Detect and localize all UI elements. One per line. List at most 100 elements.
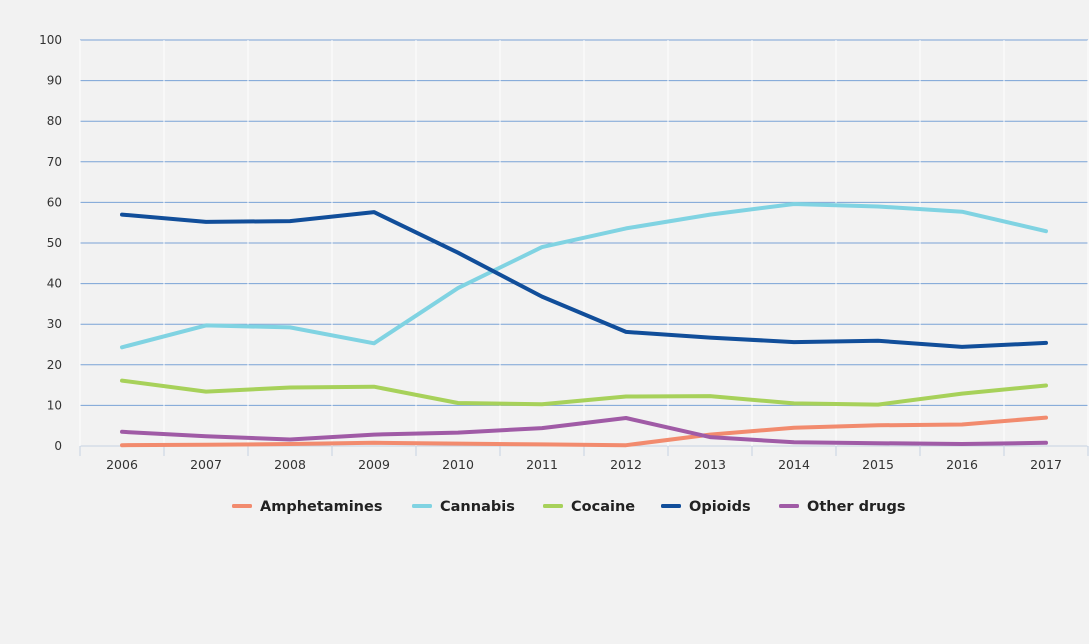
series-lines: [120, 202, 1049, 448]
data-point[interactable]: [1044, 340, 1049, 345]
data-point[interactable]: [708, 212, 713, 217]
x-tick-label: 2008: [274, 457, 306, 472]
series-line-cannabis[interactable]: [120, 202, 1048, 350]
series-line-cocaine[interactable]: [120, 378, 1048, 407]
data-point[interactable]: [792, 440, 797, 445]
legend-item-other-drugs[interactable]: Other drugs: [779, 499, 905, 515]
legend-item-opioids[interactable]: Opioids: [661, 499, 751, 515]
data-point[interactable]: [624, 226, 629, 231]
data-point[interactable]: [624, 329, 629, 334]
data-point[interactable]: [624, 394, 629, 399]
data-point[interactable]: [120, 443, 125, 448]
data-point[interactable]: [288, 385, 293, 390]
data-point[interactable]: [960, 391, 965, 396]
data-point[interactable]: [456, 250, 461, 255]
data-point[interactable]: [792, 401, 797, 406]
legend-swatch: [661, 504, 681, 508]
data-point[interactable]: [960, 441, 965, 446]
legend-label: Amphetamines: [260, 499, 382, 515]
data-point[interactable]: [540, 442, 545, 447]
legend-swatch: [412, 504, 432, 508]
y-tick-label: 10: [47, 398, 62, 412]
data-point[interactable]: [624, 415, 629, 420]
data-point[interactable]: [792, 340, 797, 345]
data-point[interactable]: [204, 442, 209, 447]
data-point[interactable]: [792, 202, 797, 207]
data-point[interactable]: [372, 384, 377, 389]
x-axis: 2006 2007 2008 2009 2010 2011 2012 2013 2014 2015…: [79, 446, 1089, 472]
data-point[interactable]: [624, 443, 629, 448]
legend-label: Opioids: [689, 499, 751, 515]
series-line-opioids[interactable]: [120, 210, 1048, 349]
data-point[interactable]: [960, 209, 965, 214]
data-point[interactable]: [204, 219, 209, 224]
data-point[interactable]: [204, 389, 209, 394]
y-tick-label: 30: [47, 317, 62, 331]
x-tick-label: 2012: [610, 457, 642, 472]
data-point[interactable]: [456, 441, 461, 446]
data-point[interactable]: [540, 426, 545, 431]
legend-label: Other drugs: [807, 499, 905, 515]
x-tick-label: 2015: [862, 457, 894, 472]
data-point[interactable]: [540, 294, 545, 299]
data-point[interactable]: [372, 432, 377, 437]
legend-item-amphetamines[interactable]: Amphetamines: [232, 499, 382, 515]
series-line-amphetamines[interactable]: [120, 415, 1048, 448]
legend-item-cannabis[interactable]: Cannabis: [412, 499, 515, 515]
data-point[interactable]: [876, 402, 881, 407]
data-point[interactable]: [372, 440, 377, 445]
data-point[interactable]: [372, 341, 377, 346]
data-point[interactable]: [960, 344, 965, 349]
x-tick-label: 2013: [694, 457, 726, 472]
data-point[interactable]: [120, 378, 125, 383]
data-point[interactable]: [120, 345, 125, 350]
data-point[interactable]: [204, 434, 209, 439]
data-point[interactable]: [876, 441, 881, 446]
data-point[interactable]: [1044, 415, 1049, 420]
x-tick-label: 2011: [526, 457, 558, 472]
data-point[interactable]: [456, 286, 461, 291]
data-point[interactable]: [288, 325, 293, 330]
x-tick-label: 2007: [190, 457, 222, 472]
series-line-other-drugs[interactable]: [120, 416, 1048, 446]
data-point[interactable]: [288, 437, 293, 442]
data-point[interactable]: [792, 425, 797, 430]
y-tick-label: 60: [47, 195, 62, 209]
x-tick-label: 2010: [442, 457, 474, 472]
data-point[interactable]: [204, 323, 209, 328]
data-point[interactable]: [372, 210, 377, 215]
data-point[interactable]: [288, 441, 293, 446]
data-point[interactable]: [876, 423, 881, 428]
data-point[interactable]: [456, 400, 461, 405]
y-tick-label: 20: [47, 358, 62, 372]
data-point[interactable]: [120, 212, 125, 217]
data-point[interactable]: [708, 435, 713, 440]
data-point[interactable]: [288, 219, 293, 224]
data-point[interactable]: [540, 245, 545, 250]
y-tick-label: 100: [39, 33, 62, 47]
data-point[interactable]: [876, 204, 881, 209]
data-point[interactable]: [1044, 229, 1049, 234]
x-tick-label: 2016: [946, 457, 978, 472]
data-point[interactable]: [540, 402, 545, 407]
data-point[interactable]: [708, 335, 713, 340]
legend-label: Cannabis: [440, 499, 515, 515]
data-point[interactable]: [1044, 440, 1049, 445]
legend-item-cocaine[interactable]: Cocaine: [543, 499, 635, 515]
x-tick-label: 2017: [1030, 457, 1062, 472]
grid-lines: [79, 39, 1089, 447]
data-point[interactable]: [1044, 383, 1049, 388]
y-tick-label: 40: [47, 277, 62, 291]
legend: Amphetamines Cannabis Cocaine Opioids Other …: [232, 499, 905, 515]
data-point[interactable]: [708, 394, 713, 399]
data-point[interactable]: [876, 338, 881, 343]
data-point[interactable]: [120, 429, 125, 434]
data-point[interactable]: [960, 422, 965, 427]
legend-label: Cocaine: [571, 499, 635, 515]
x-tick-label: 2009: [358, 457, 390, 472]
data-point[interactable]: [456, 430, 461, 435]
y-tick-label: 0: [54, 439, 62, 453]
